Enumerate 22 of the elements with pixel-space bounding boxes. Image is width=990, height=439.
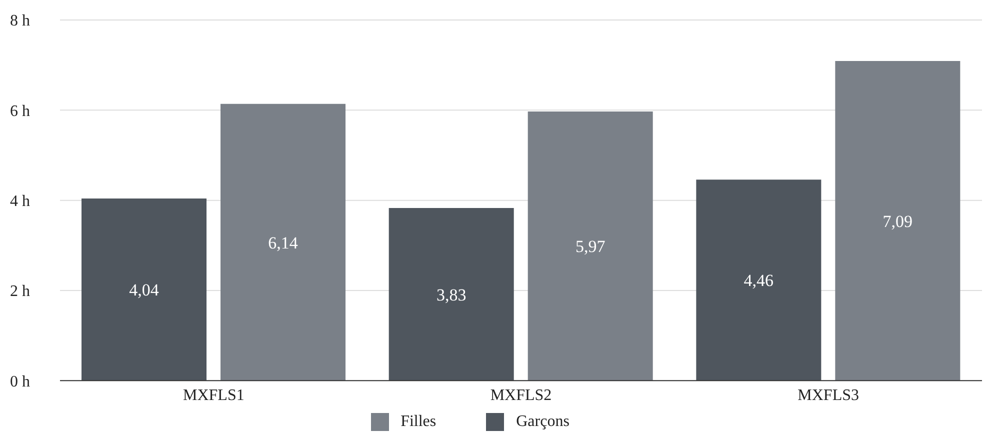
data-label: 4,04 bbox=[129, 280, 160, 300]
y-tick-label: 4 h bbox=[10, 193, 30, 210]
y-tick-label: 8 h bbox=[10, 12, 30, 30]
x-tick-label: MXFLS3 bbox=[798, 387, 860, 404]
legend-label: Garçons bbox=[516, 412, 570, 430]
data-label: 5,97 bbox=[575, 237, 606, 256]
y-tick-label: 2 h bbox=[10, 283, 30, 300]
y-tick-label: 6 h bbox=[10, 102, 30, 120]
bar bbox=[388, 208, 514, 381]
x-tick-label: MXFLS2 bbox=[490, 387, 552, 404]
data-label: 4,46 bbox=[744, 271, 774, 290]
bar bbox=[835, 61, 960, 381]
x-tick-label: MXFLS1 bbox=[182, 387, 244, 404]
data-label: 6,14 bbox=[268, 233, 298, 252]
y-tick-label: 0 h bbox=[10, 373, 30, 390]
legend-label: Filles bbox=[400, 412, 436, 430]
bar bbox=[82, 198, 207, 381]
data-label: 3,83 bbox=[436, 285, 466, 304]
bar bbox=[528, 112, 653, 381]
bar bbox=[220, 104, 346, 381]
data-label: 7,09 bbox=[882, 212, 913, 231]
bar bbox=[696, 180, 822, 381]
